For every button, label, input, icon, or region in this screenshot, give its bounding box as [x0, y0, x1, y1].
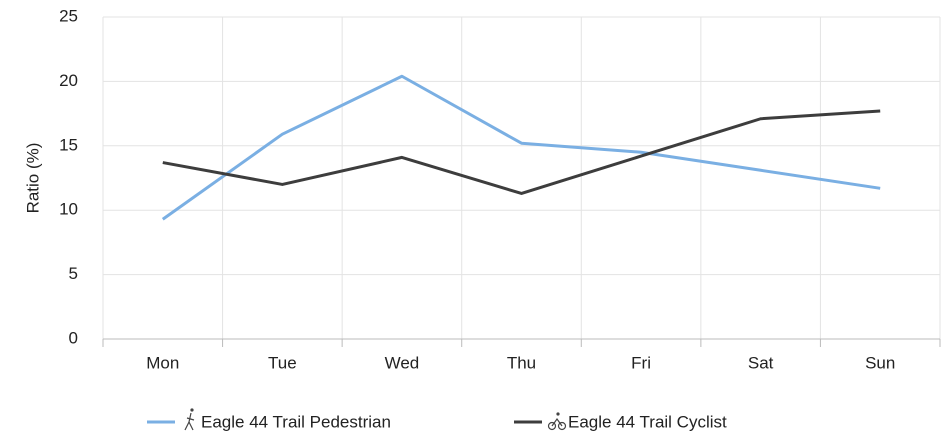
- x-tick-label: Tue: [268, 353, 297, 372]
- y-tick-label: 10: [59, 200, 78, 219]
- y-tick-label: 20: [59, 71, 78, 90]
- legend-label: Eagle 44 Trail Pedestrian: [201, 412, 391, 431]
- legend-icon: [184, 412, 195, 431]
- x-tick-label: Wed: [385, 353, 420, 372]
- legend-icon: [556, 412, 560, 416]
- x-tick-label: Mon: [146, 353, 179, 372]
- y-tick-label: 15: [59, 135, 78, 154]
- x-tick-label: Thu: [507, 353, 536, 372]
- x-tick-label: Sun: [865, 353, 895, 372]
- legend-icon: [547, 421, 557, 431]
- line-series: [162, 109, 881, 195]
- y-axis-label: Ratio (%): [23, 143, 42, 214]
- legend-icon: [551, 417, 563, 427]
- y-tick-label: 5: [69, 264, 78, 283]
- y-tick-label: 0: [69, 328, 78, 347]
- legend-label: Eagle 44 Trail Cyclist: [568, 412, 727, 431]
- x-tick-label: Sat: [748, 353, 774, 372]
- x-tick-label: Fri: [631, 353, 651, 372]
- legend-icon: [190, 408, 194, 412]
- y-tick-label: 25: [59, 6, 78, 25]
- line-series: [161, 74, 881, 221]
- legend-icon: [557, 421, 567, 431]
